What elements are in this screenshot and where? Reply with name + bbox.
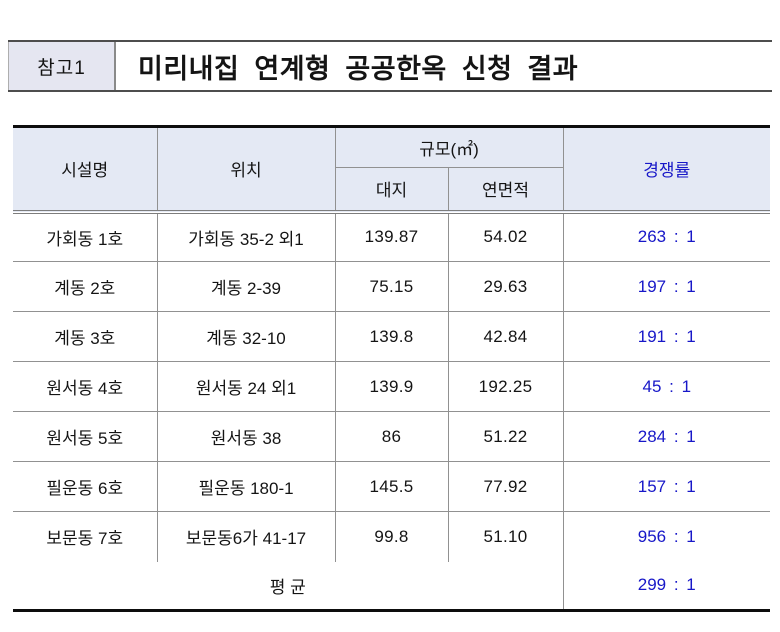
- floor-area-cell: 42.84: [448, 311, 564, 362]
- facility-cell: 원서동 4호: [13, 361, 158, 412]
- site-area-cell: 145.5: [335, 461, 449, 512]
- competition-ratio-cell: 157 : 1: [563, 461, 771, 512]
- floor-area-cell: 51.22: [448, 411, 564, 462]
- site-area-cell: 99.8: [335, 511, 449, 562]
- location-cell: 필운동 180-1: [157, 461, 336, 512]
- competition-ratio-cell: 263 : 1: [563, 211, 771, 262]
- table-row: 필운동 6호 필운동 180-1 145.5 77.92 157 : 1: [13, 461, 771, 512]
- floor-area-cell: 77.92: [448, 461, 564, 512]
- column-header-facility: 시설명: [13, 126, 158, 214]
- table-row: 계동 2호 계동 2-39 75.15 29.63 197 : 1: [13, 261, 771, 312]
- floor-area-cell: 192.25: [448, 361, 564, 412]
- column-header-site-area: 대지: [335, 167, 449, 214]
- competition-ratio-cell: 197 : 1: [563, 261, 771, 312]
- competition-ratio-cell: 284 : 1: [563, 411, 771, 462]
- column-header-floor-area: 연면적: [448, 167, 564, 214]
- table-row: 원서동 5호 원서동 38 86 51.22 284 : 1: [13, 411, 771, 462]
- reference-badge: 참고1: [8, 42, 116, 90]
- table-header: 시설명 위치 규모(㎡) 경쟁률 대지 연면적: [13, 126, 771, 214]
- average-ratio-cell: 299 : 1: [637, 575, 696, 595]
- table-row: 원서동 4호 원서동 24 외1 139.9 192.25 45 : 1: [13, 361, 771, 412]
- site-area-cell: 139.9: [335, 361, 449, 412]
- floor-area-cell: 29.63: [448, 261, 564, 312]
- location-cell: 보문동6가 41-17: [157, 511, 336, 562]
- facility-cell: 보문동 7호: [13, 511, 158, 562]
- facility-cell: 필운동 6호: [13, 461, 158, 512]
- location-cell: 계동 32-10: [157, 311, 336, 362]
- site-area-cell: 139.8: [335, 311, 449, 362]
- competition-ratio-cell: 191 : 1: [563, 311, 771, 362]
- table-row: 보문동 7호 보문동6가 41-17 99.8 51.10 956 : 1: [13, 511, 770, 562]
- reference-banner: 참고1 미리내집 연계형 공공한옥 신청 결과: [8, 40, 772, 92]
- competition-ratio-cell: 45 : 1: [563, 361, 771, 412]
- site-area-cell: 86: [335, 411, 449, 462]
- page-title: 미리내집 연계형 공공한옥 신청 결과: [138, 53, 579, 84]
- column-header-competition: 경쟁률: [563, 126, 771, 214]
- facility-cell: 계동 3호: [13, 311, 158, 362]
- floor-area-cell: 51.10: [448, 511, 564, 562]
- location-cell: 계동 2-39: [157, 261, 336, 312]
- site-area-cell: 75.15: [335, 261, 449, 312]
- floor-area-cell: 54.02: [448, 211, 564, 262]
- column-header-scale-group: 규모(㎡): [335, 126, 564, 168]
- facility-cell: 원서동 5호: [13, 411, 158, 462]
- location-cell: 원서동 24 외1: [157, 361, 336, 412]
- location-cell: 가회동 35-2 외1: [157, 211, 336, 262]
- facility-cell: 가회동 1호: [13, 211, 158, 262]
- competition-ratio-cell: 956 : 1: [637, 526, 696, 546]
- application-results-table: 시설명 위치 규모(㎡) 경쟁률 대지 연면적 가회동 1호 가회동 35-2 …: [13, 125, 771, 612]
- table-row: 계동 3호 계동 32-10 139.8 42.84 191 : 1: [13, 311, 771, 362]
- facility-cell: 계동 2호: [13, 261, 158, 312]
- average-row: 평 균 299 : 1: [13, 561, 770, 611]
- table-row: 가회동 1호 가회동 35-2 외1 139.87 54.02 263 : 1: [13, 211, 771, 262]
- site-area-cell: 139.87: [335, 211, 449, 262]
- location-cell: 원서동 38: [157, 411, 336, 462]
- table-footer: 평 균 299 : 1: [13, 561, 770, 611]
- average-label-cell: 평 균: [13, 561, 564, 611]
- column-header-location: 위치: [157, 126, 336, 214]
